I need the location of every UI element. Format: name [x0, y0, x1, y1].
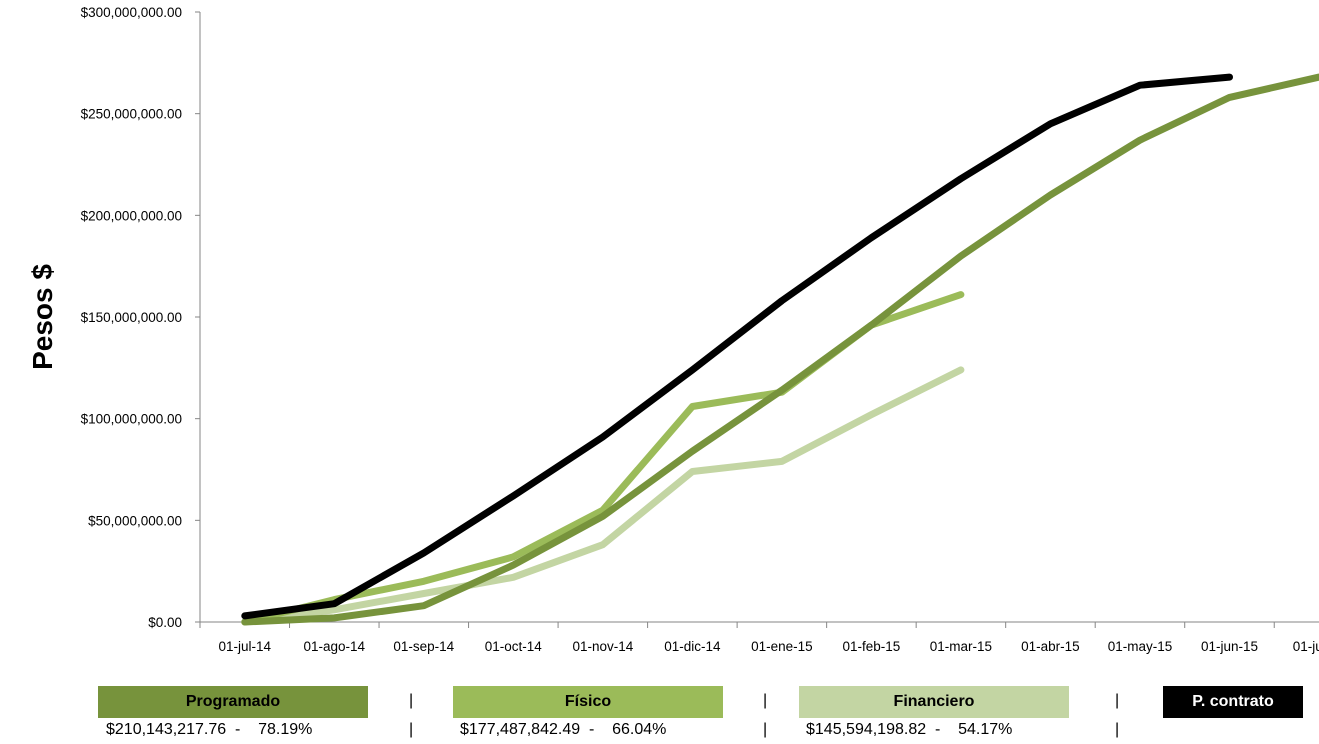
x-tick-label: 01-may-15 [1108, 639, 1173, 654]
x-tick-label: 01-abr-15 [1021, 639, 1080, 654]
legend-financiero-label: Financiero [893, 693, 975, 710]
legend-pcontrato-box: P. contrato [1163, 686, 1303, 718]
legend-separator: | [409, 692, 414, 709]
y-tick-label: $300,000,000.00 [81, 5, 182, 20]
legend-programado-label: Programado [185, 693, 281, 710]
legend-separator: | [763, 721, 768, 738]
legend-fisico-label: Físico [564, 693, 612, 710]
chart-ticks: $0.00 $50,000,000.00 $100,000,000.00 $150,0… [81, 5, 1319, 654]
x-tick-label: 01-jun-15 [1201, 639, 1258, 654]
chart: $0.00 $50,000,000.00 $100,000,000.00 $150,0… [27, 5, 1319, 654]
series-line-f-sico [241, 291, 965, 626]
chart-series [241, 73, 1319, 626]
legend-separator: | [1115, 721, 1120, 738]
x-tick-label: 01-sep-14 [393, 639, 454, 654]
x-tick-label: 01-dic-14 [664, 639, 721, 654]
x-tick-label: 01-oct-14 [485, 639, 543, 654]
y-tick-label: $150,000,000.00 [81, 310, 182, 325]
y-tick-label: $200,000,000.00 [81, 208, 182, 223]
y-tick-label: $250,000,000.00 [81, 107, 182, 122]
series-line-p-contrato [241, 73, 1233, 620]
legend-fisico-value: $177,487,842.49 - 66.04% [460, 721, 667, 738]
y-axis-label: Pesos $ [27, 264, 58, 370]
y-tick-label: $0.00 [148, 615, 182, 630]
series-line-financiero [241, 366, 965, 626]
legend-separator: | [409, 721, 414, 738]
x-tick-label: 01-jul-14 [218, 639, 271, 654]
legend-separator: | [1115, 692, 1120, 709]
x-tick-label: 01-jul-15 [1293, 639, 1319, 654]
y-tick-label: $50,000,000.00 [88, 513, 182, 528]
legend-financiero-value: $145,594,198.82 - 54.17% [806, 721, 1013, 738]
legend-pcontrato-label: P. contrato [1192, 693, 1274, 710]
legend-programado-value: $210,143,217.76 - 78.19% [106, 721, 313, 738]
chart-axes [195, 11, 1319, 628]
legend-financiero-box: Financiero [799, 686, 1069, 718]
legend-separator: | [763, 692, 768, 709]
x-tick-label: 01-mar-15 [930, 639, 992, 654]
y-tick-label: $100,000,000.00 [81, 412, 182, 427]
x-tick-label: 01-nov-14 [572, 639, 633, 654]
series-line-programado [241, 73, 1319, 626]
x-tick-label: 01-feb-15 [843, 639, 901, 654]
x-tick-label: 01-ago-14 [303, 639, 365, 654]
legend-programado-box: Programado [98, 686, 368, 718]
x-tick-label: 01-ene-15 [751, 639, 813, 654]
legend-fisico-box: Físico [453, 686, 723, 718]
